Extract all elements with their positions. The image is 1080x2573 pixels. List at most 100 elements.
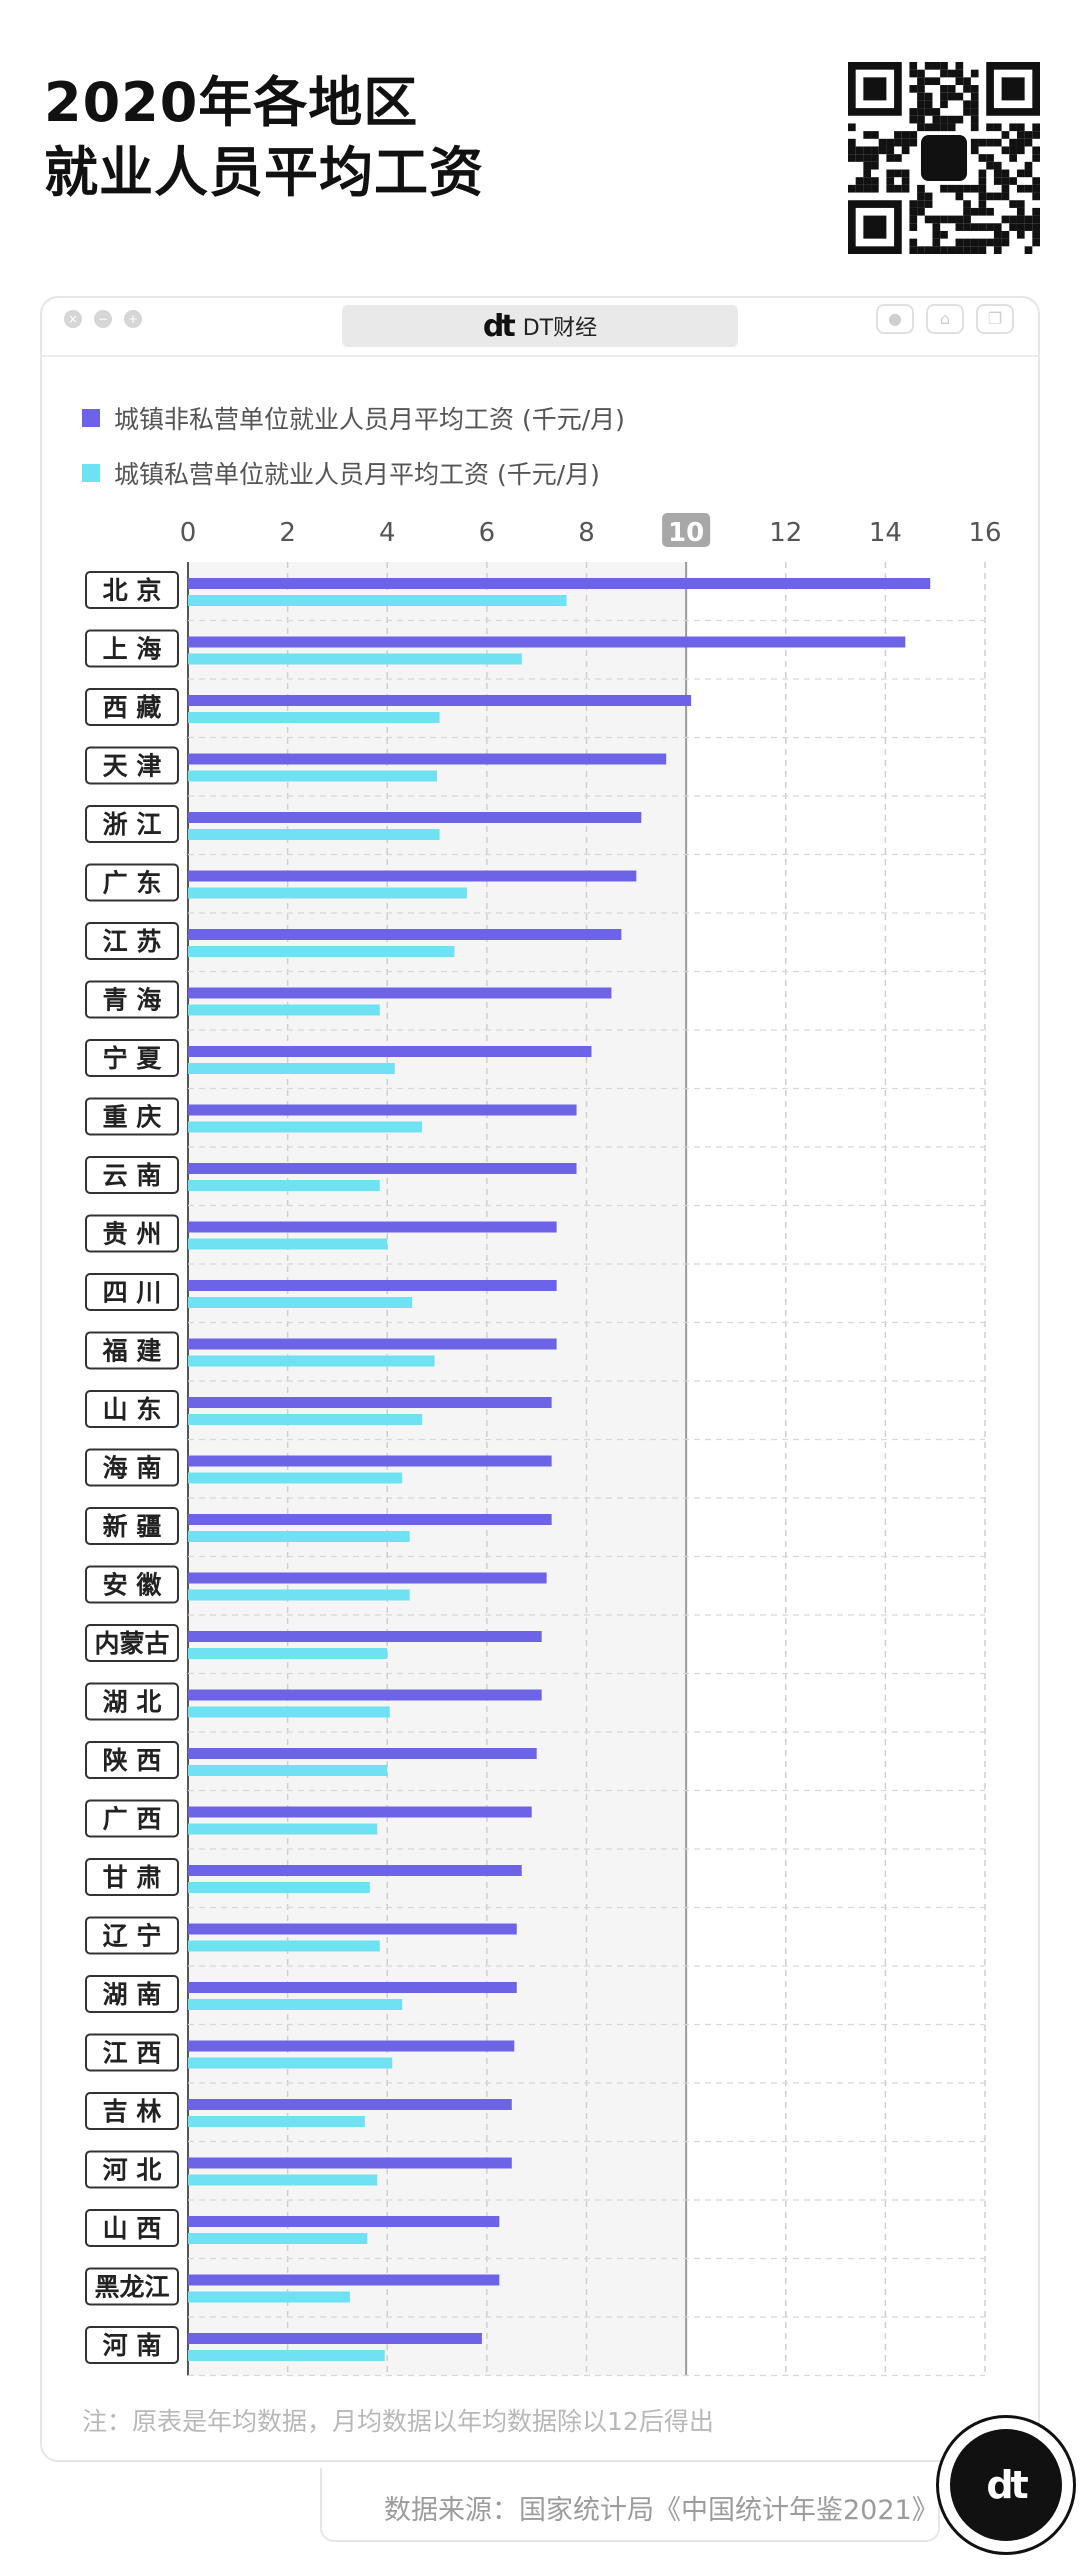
bar-private (188, 1882, 370, 1893)
bar-private (188, 595, 567, 606)
category-label-box (85, 1975, 179, 2013)
category-label: 宁 夏 (103, 1044, 163, 1073)
maximize-icon[interactable]: + (124, 310, 142, 328)
bar-private (188, 1765, 388, 1776)
record-icon[interactable]: ● (876, 304, 914, 334)
bar-private (188, 653, 522, 665)
bar-private (188, 887, 467, 899)
category-label-box (85, 1682, 179, 1721)
dt-badge-icon: dt (936, 2415, 1076, 2555)
page-title-line-1: 2020年各地区 (44, 71, 419, 134)
bar-private (188, 1999, 403, 2010)
category-label-box (85, 1916, 179, 1955)
bar-private (188, 770, 438, 782)
category-label-box (85, 1858, 179, 1896)
category-label: 广 西 (103, 1805, 162, 1834)
category-label: 辽 宁 (103, 1922, 162, 1951)
bar-private (188, 2116, 365, 2127)
bar-private (188, 1706, 390, 1718)
bar-private (188, 829, 440, 840)
bar-nonprivate (188, 2040, 515, 2052)
category-label: 江 西 (103, 2039, 162, 2068)
x-tick-label: 6 (479, 518, 496, 548)
category-label: 内蒙古 (94, 1629, 169, 1658)
category-label-box (85, 688, 179, 726)
category-label-box (85, 1565, 179, 1604)
category-label-box (85, 1624, 179, 1662)
x-tick-label: 16 (968, 518, 1001, 548)
bar-private (188, 1823, 378, 1835)
category-label-box (85, 1273, 179, 1311)
category-label: 上 海 (103, 635, 162, 664)
bar-private (188, 712, 440, 723)
category-label: 海 南 (103, 1454, 162, 1483)
data-source: 数据来源：国家统计局《中国统计年鉴2021》 (384, 2495, 939, 2526)
bar-nonprivate (188, 1046, 592, 1057)
bar-nonprivate (188, 1397, 552, 1408)
minimize-icon[interactable]: − (94, 310, 112, 328)
bar-nonprivate (188, 2157, 512, 2169)
category-label-box (85, 571, 179, 609)
bar-private (188, 1589, 410, 1601)
bar-private (188, 2233, 368, 2244)
category-label: 云 南 (103, 1161, 162, 1190)
browser-tab[interactable]: dt DT财经 (342, 305, 738, 347)
bar-nonprivate (188, 2099, 512, 2110)
category-label-box (85, 1390, 179, 1428)
category-label-box (85, 2209, 179, 2247)
category-label: 天 津 (103, 752, 162, 781)
bar-private (188, 1940, 380, 1952)
bar-nonprivate (188, 870, 637, 882)
bar-nonprivate (188, 695, 692, 706)
category-label: 江 苏 (103, 927, 162, 956)
category-label: 新 疆 (103, 1512, 162, 1541)
bar-private (188, 1648, 388, 1659)
bar-nonprivate (188, 1865, 522, 1876)
category-label: 湖 南 (103, 1980, 162, 2009)
x-tick-label: 2 (279, 518, 296, 548)
window-icon[interactable]: ❐ (976, 304, 1014, 334)
x-tick-label: 8 (578, 518, 595, 548)
bar-nonprivate (188, 1806, 532, 1818)
category-label: 吉 林 (103, 2097, 162, 2126)
bar-nonprivate (188, 1631, 542, 1642)
tab-label: DT财经 (522, 316, 598, 341)
qr-code (848, 62, 1040, 254)
category-label-box (85, 1741, 179, 1779)
category-label-box (85, 980, 179, 1019)
category-label: 浙 江 (103, 810, 162, 839)
bar-nonprivate (188, 1689, 542, 1701)
bar-private (188, 1180, 380, 1191)
bar-private (188, 946, 455, 957)
category-label: 陕 西 (103, 1746, 162, 1775)
bar-private (188, 1297, 413, 1308)
legend-label-private: 城镇私营单位就业人员月平均工资 (千元/月) (114, 460, 600, 489)
category-label: 西 藏 (103, 693, 162, 722)
tick-highlight-box (662, 513, 711, 547)
home-icon[interactable]: ⌂ (926, 304, 964, 334)
bar-private (188, 1355, 435, 1367)
x-tick-label: 10 (668, 518, 704, 548)
bar-private (188, 1531, 410, 1542)
category-label-box (85, 746, 179, 785)
bar-nonprivate (188, 1338, 557, 1350)
category-label-box (85, 2150, 179, 2189)
x-tick-label: 14 (869, 518, 902, 548)
category-label: 山 西 (103, 2214, 162, 2243)
bar-nonprivate (188, 1221, 557, 1233)
bar-nonprivate (188, 929, 622, 940)
page-title-line-2: 就业人员平均工资 (44, 141, 484, 204)
card-titlebar-divider (40, 355, 1040, 357)
category-label: 青 海 (103, 986, 162, 1015)
close-icon[interactable]: × (64, 310, 82, 328)
bar-nonprivate (188, 1572, 547, 1584)
bar-nonprivate (188, 1104, 577, 1116)
category-label-box (85, 2033, 179, 2072)
category-label-box (85, 2326, 179, 2364)
bar-nonprivate (188, 636, 906, 648)
category-label-box (85, 863, 179, 902)
category-label: 甘 肃 (103, 1863, 162, 1892)
category-label-box (85, 805, 179, 843)
bar-nonprivate (188, 2216, 500, 2227)
